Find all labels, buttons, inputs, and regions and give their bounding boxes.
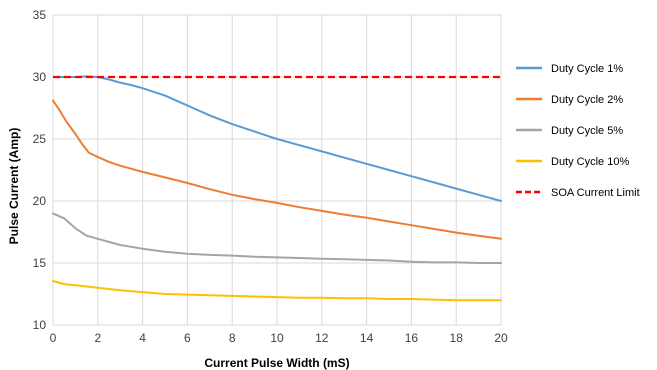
y-tick-label: 20 [33,194,47,208]
x-tick-label: 20 [494,331,508,345]
x-tick-label: 12 [315,331,329,345]
x-tick-label: 16 [405,331,419,345]
plot-area [52,75,502,302]
y-tick-label: 30 [33,70,47,84]
legend-label: SOA Current Limit [551,187,640,199]
x-tick-label: 4 [139,331,146,345]
y-axis-ticks: 10 15 20 25 30 35 [33,8,47,332]
legend-label: Duty Cycle 5% [551,125,623,137]
series-line-duty-cycle-2- [52,99,502,240]
x-tick-label: 10 [270,331,284,345]
legend-label: Duty Cycle 1% [551,63,623,75]
x-tick-label: 18 [450,331,464,345]
x-tick-label: 14 [360,331,374,345]
legend-label: Duty Cycle 2% [551,94,623,106]
x-axis-title: Current Pulse Width (mS) [204,356,349,370]
x-tick-label: 0 [50,331,57,345]
x-tick-label: 8 [229,331,236,345]
y-tick-label: 15 [33,256,47,270]
legend-label: Duty Cycle 10% [551,156,629,168]
series-line-duty-cycle-5- [52,212,502,264]
y-tick-label: 35 [33,8,47,22]
x-axis-ticks: 0 2 4 6 8 10 12 14 16 18 20 [50,331,508,345]
series-line-duty-cycle-1- [56,75,502,202]
y-axis-title: Pulse Current (Amp) [7,128,21,245]
y-tick-label: 10 [33,318,47,332]
series-line-duty-cycle-10- [52,280,502,302]
y-tick-label: 25 [33,132,47,146]
legend: Duty Cycle 1% Duty Cycle 2% Duty Cycle 5% D… [516,63,640,199]
grid [52,14,502,326]
x-tick-label: 2 [94,331,101,345]
x-tick-label: 6 [184,331,191,345]
